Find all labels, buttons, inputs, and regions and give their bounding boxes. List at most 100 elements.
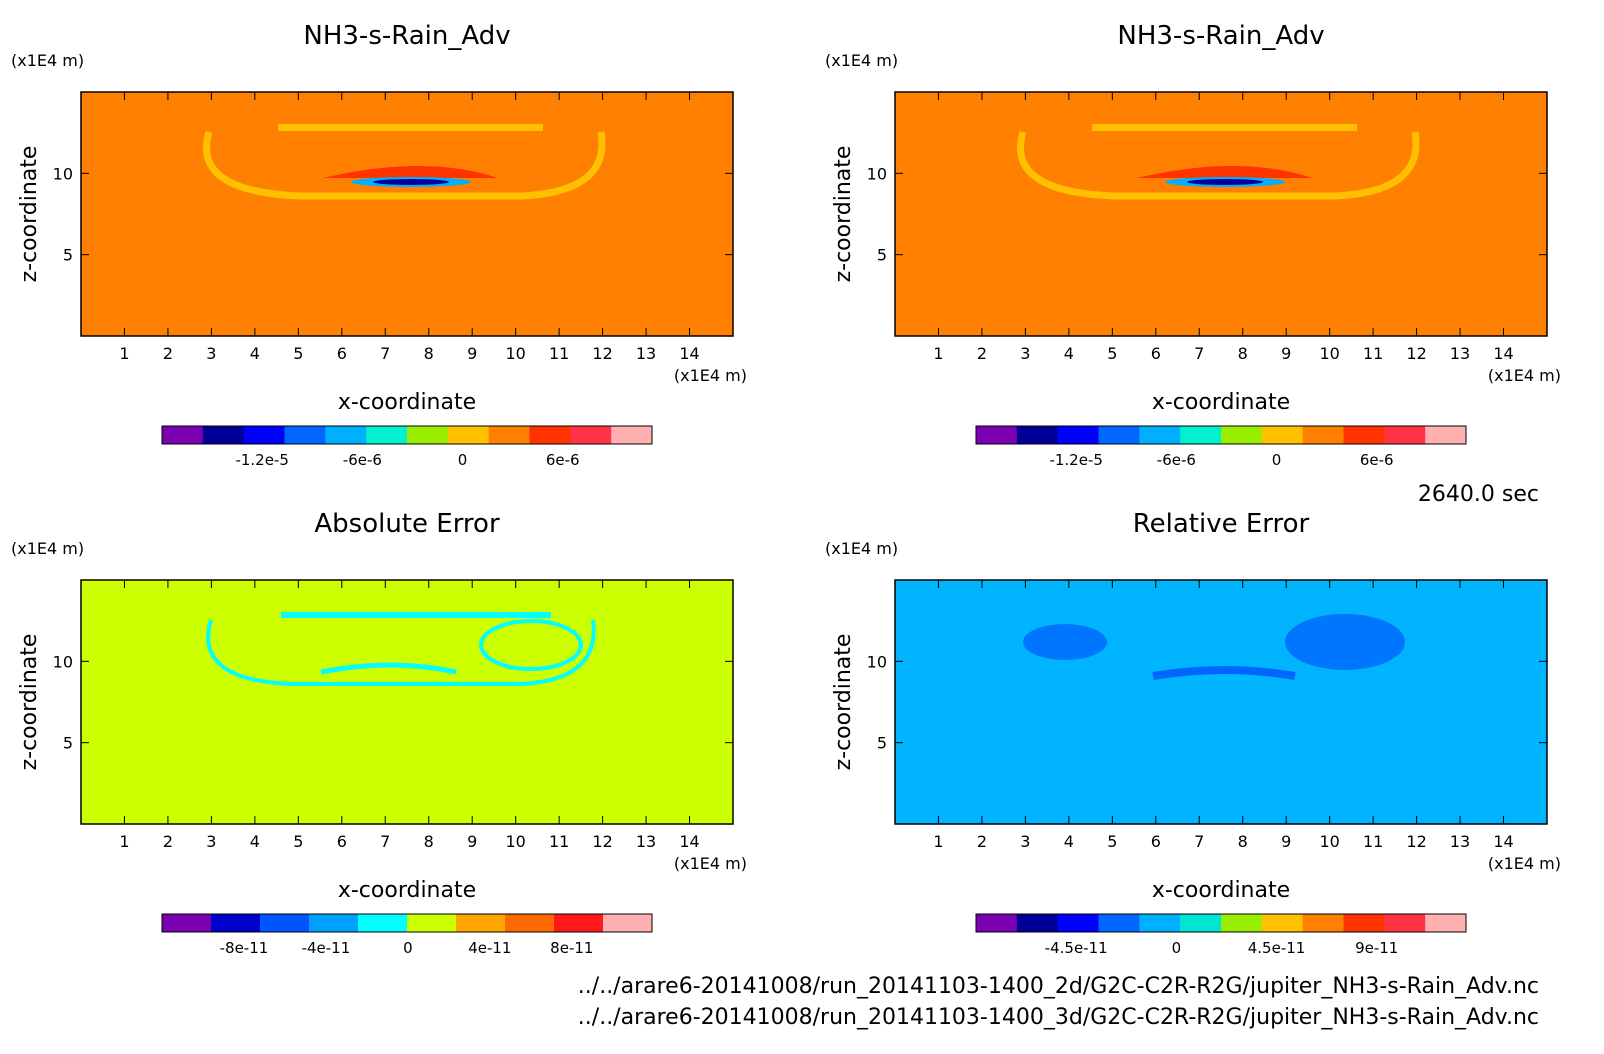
x-tick-label: 2 — [977, 832, 987, 851]
x-tick-label: 14 — [1493, 344, 1513, 363]
colorbar-swatch — [1261, 426, 1304, 444]
y-tick-label: 10 — [53, 652, 73, 671]
colorbar-frame — [161, 913, 653, 933]
error-blob — [479, 619, 583, 671]
x-tick-label: 8 — [424, 832, 434, 851]
colorbar-swatch — [407, 914, 457, 932]
contour-min-inner — [373, 179, 449, 185]
plot-frame — [80, 91, 734, 337]
colorbar-swatch — [1180, 426, 1222, 444]
x-tick-label: 10 — [505, 832, 525, 851]
colorbar-swatch — [1221, 914, 1263, 932]
x-tick-label: 12 — [1406, 832, 1426, 851]
x-tick-label: 12 — [1406, 344, 1426, 363]
x-axis-title: x-coordinate — [1152, 878, 1290, 903]
y-tick-label: 10 — [53, 164, 73, 183]
colorbar-swatch — [1302, 426, 1344, 444]
colorbar-swatch — [162, 914, 212, 932]
colorbar-label: 8e-11 — [550, 939, 593, 957]
colorbar-frame — [975, 913, 1467, 933]
colorbar-label: -6e-6 — [1157, 451, 1196, 469]
x-axis-title: x-coordinate — [338, 878, 476, 903]
colorbar-swatch — [1098, 914, 1140, 932]
colorbar-swatch — [284, 426, 326, 444]
colorbar-swatch — [570, 426, 612, 444]
contour-ring — [1016, 130, 1420, 200]
colorbar-swatch — [1425, 426, 1467, 444]
panel-title: NH3-s-Rain_Adv — [303, 21, 510, 51]
y-unit-label: (x1E4 m) — [11, 51, 84, 70]
time-label: 2640.0 sec — [1418, 482, 1539, 507]
x-tick-label: 1 — [119, 344, 129, 363]
x-unit-label: (x1E4 m) — [674, 854, 747, 873]
x-tick-label: 4 — [250, 344, 260, 363]
error-arc — [1152, 666, 1296, 680]
x-tick-label: 1 — [933, 832, 943, 851]
x-tick-label: 5 — [1107, 832, 1117, 851]
x-tick-label: 6 — [337, 832, 347, 851]
x-axis-title: x-coordinate — [1152, 390, 1290, 415]
panel-2: NH3-s-Rain_Adv(x1E4 m)(x1E4 m)1 2 3 4 5 6 7 8 9 1… — [825, 21, 1561, 469]
colorbar-swatch — [1098, 426, 1140, 444]
x-tick-label: 9 — [467, 344, 477, 363]
field-background — [81, 92, 733, 336]
error-patch — [1023, 624, 1107, 660]
y-axis-title: z-coordinate — [831, 146, 856, 283]
panel-1: NH3-s-Rain_Adv(x1E4 m)(x1E4 m)1 2 3 4 5 6 7 8 9 1… — [11, 21, 747, 469]
colorbar-swatch — [1261, 914, 1304, 932]
colorbar-swatch — [325, 426, 367, 444]
colorbar-label: 4e-11 — [468, 939, 511, 957]
colorbar-swatch — [358, 914, 408, 932]
colorbar-swatch — [456, 914, 506, 932]
panel-title: Relative Error — [1133, 509, 1310, 539]
x-tick-label: 11 — [549, 344, 569, 363]
x-tick-label: 4 — [1064, 344, 1074, 363]
panel-title: Absolute Error — [314, 509, 500, 539]
y-unit-label: (x1E4 m) — [11, 539, 84, 558]
colorbar-swatch — [202, 426, 245, 444]
panel-4: Relative Error(x1E4 m)(x1E4 m)1 2 3 4 5 6 7 8 9 1… — [825, 509, 1561, 957]
colorbar-label: 6e-6 — [546, 451, 580, 469]
colorbar-label: -4.5e-11 — [1045, 939, 1108, 957]
x-unit-label: (x1E4 m) — [1488, 854, 1561, 873]
y-axis-title: z-coordinate — [831, 634, 856, 771]
colorbar-label: -6e-6 — [343, 451, 382, 469]
x-tick-label: 14 — [679, 832, 699, 851]
x-tick-label: 6 — [1151, 344, 1161, 363]
field-background — [895, 580, 1547, 824]
contour-band — [1092, 124, 1357, 131]
y-tick-label: 5 — [63, 734, 73, 753]
colorbar-swatch — [529, 426, 571, 444]
x-unit-label: (x1E4 m) — [1488, 366, 1561, 385]
colorbar-swatch — [243, 426, 285, 444]
y-axis-title: z-coordinate — [17, 146, 42, 283]
x-tick-label: 8 — [1238, 344, 1248, 363]
x-tick-label: 9 — [1281, 832, 1291, 851]
x-tick-label: 12 — [592, 344, 612, 363]
x-tick-label: 9 — [467, 832, 477, 851]
colorbar-swatch — [603, 914, 653, 932]
colorbar-swatch — [366, 426, 408, 444]
x-tick-label: 7 — [1194, 832, 1204, 851]
colorbar-swatch — [1016, 426, 1059, 444]
colorbar-swatch — [488, 426, 530, 444]
colorbar-swatch — [976, 914, 1018, 932]
x-tick-label: 10 — [505, 344, 525, 363]
colorbar-swatch — [1425, 914, 1467, 932]
x-tick-label: 3 — [206, 832, 216, 851]
colorbar-swatch — [1016, 914, 1059, 932]
y-tick-label: 10 — [867, 652, 887, 671]
colorbar-swatch — [1057, 914, 1099, 932]
colorbar-label: -1.2e-5 — [1049, 451, 1102, 469]
colorbar-swatch — [1057, 426, 1099, 444]
x-tick-label: 1 — [119, 832, 129, 851]
x-tick-label: 7 — [380, 832, 390, 851]
plot-frame — [894, 579, 1548, 825]
colorbar-swatch — [447, 426, 490, 444]
colorbar-swatch — [1139, 914, 1181, 932]
x-tick-label: 2 — [977, 344, 987, 363]
y-tick-label: 5 — [877, 734, 887, 753]
plot-frame — [80, 579, 734, 825]
x-tick-label: 2 — [163, 832, 173, 851]
y-unit-label: (x1E4 m) — [825, 51, 898, 70]
